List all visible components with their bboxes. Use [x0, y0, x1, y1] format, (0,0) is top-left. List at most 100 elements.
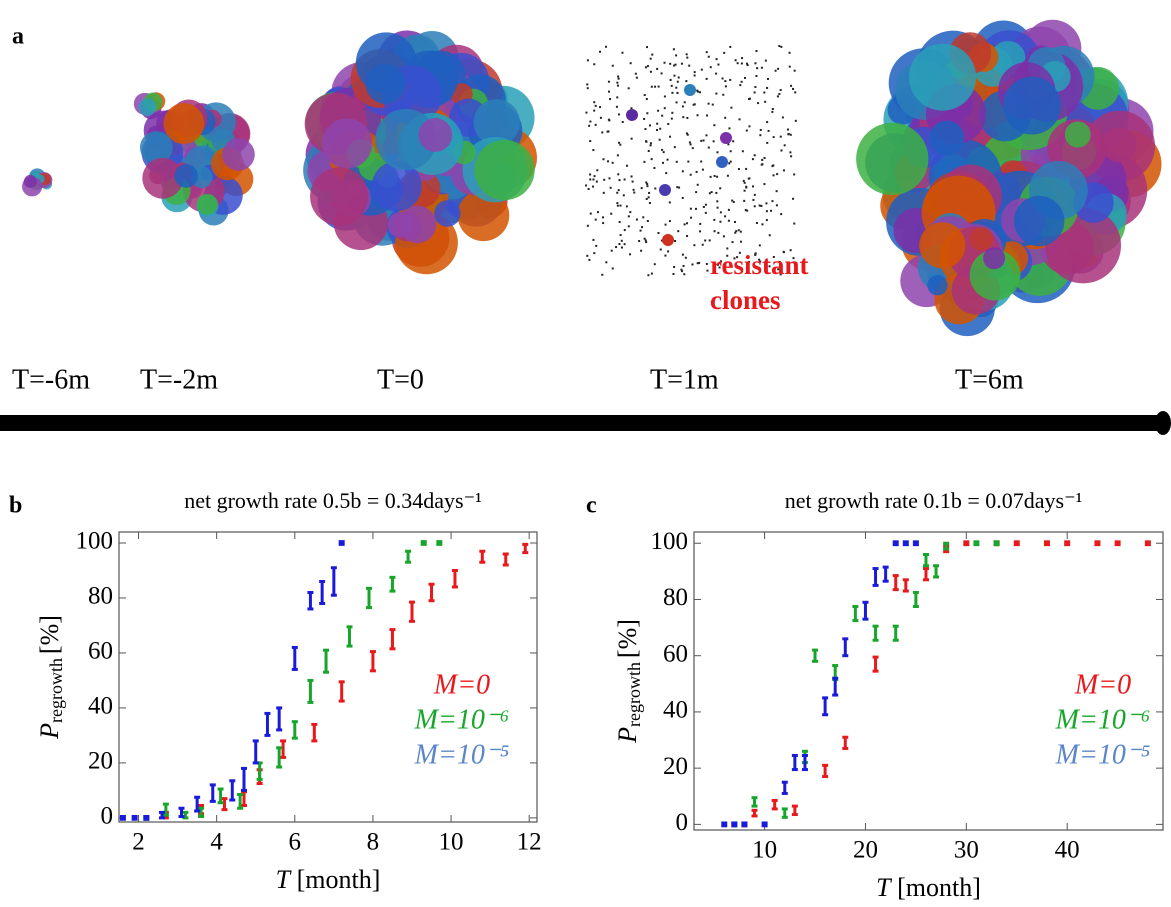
cell-dot — [790, 84, 793, 87]
cell-dot — [649, 70, 652, 73]
cell-dot — [676, 186, 679, 189]
cell-dot — [734, 59, 737, 62]
cell-dot — [702, 206, 705, 209]
cell-dot — [649, 144, 652, 147]
cell-dot — [721, 77, 724, 80]
cell-dot — [683, 223, 686, 226]
cell-dot — [698, 91, 701, 94]
cell-dot — [772, 136, 775, 139]
cell-dot — [630, 107, 633, 110]
tumor-cluster — [1064, 121, 1091, 148]
cell-dot — [713, 124, 716, 127]
cell-dot — [700, 68, 703, 71]
error-bar — [741, 821, 748, 828]
cell-dot — [759, 260, 762, 263]
y-tick-label: 0 — [101, 803, 114, 830]
cell-dot — [710, 191, 713, 194]
error-bar — [346, 625, 353, 648]
cell-dot — [763, 156, 766, 159]
cell-dot — [717, 231, 720, 234]
cell-dot — [617, 77, 620, 80]
cell-dot — [645, 197, 648, 200]
cell-dot — [627, 215, 630, 218]
error-bar — [751, 796, 758, 808]
cell-dot — [650, 158, 653, 161]
cell-dot — [729, 45, 732, 48]
cell-dot — [650, 85, 653, 88]
y-label-symbol: P — [35, 723, 64, 740]
cell-dot — [716, 175, 719, 178]
cell-dot — [644, 128, 647, 131]
cell-dot — [681, 170, 684, 173]
x-tick-label: 8 — [367, 829, 380, 856]
cell-dot — [685, 132, 688, 135]
cell-dot — [707, 146, 710, 149]
cell-dot — [618, 179, 621, 182]
cell-dot — [766, 121, 769, 124]
cell-dot — [603, 178, 606, 181]
cell-dot — [607, 80, 610, 83]
tumor-cluster — [174, 164, 198, 188]
cell-dot — [586, 254, 589, 257]
cell-dot — [634, 72, 637, 75]
cell-dot — [755, 74, 758, 77]
cell-dot — [653, 166, 656, 169]
cell-dot — [663, 61, 666, 64]
cell-dot — [693, 244, 696, 247]
error-bar — [751, 808, 758, 818]
error-bar — [862, 600, 869, 621]
cell-dot — [686, 234, 689, 237]
cell-dot — [737, 168, 740, 171]
cell-dot — [719, 220, 722, 223]
x-tick-label: 10 — [752, 837, 777, 864]
tumor-cluster — [322, 118, 373, 169]
cell-dot — [700, 160, 703, 163]
cell-dot — [649, 142, 652, 145]
tumor-cluster — [222, 138, 255, 171]
error-bar — [307, 678, 314, 704]
cell-dot — [693, 103, 696, 106]
cell-dot — [610, 249, 613, 252]
cell-dot — [736, 256, 739, 259]
cell-dot — [586, 83, 589, 86]
cell-dot — [616, 191, 619, 194]
cell-dot — [730, 106, 733, 109]
cell-dot — [716, 206, 719, 209]
cell-dot — [729, 160, 732, 163]
resistant-clone — [662, 234, 674, 246]
error-bar — [922, 552, 929, 568]
panel-label: b — [9, 493, 22, 519]
cell-dot — [648, 191, 651, 194]
cell-dot — [669, 62, 672, 65]
cell-dot — [661, 239, 664, 242]
cell-dot — [724, 85, 727, 88]
cell-dot — [623, 243, 626, 246]
cell-dot — [586, 224, 589, 227]
error-bar — [892, 540, 899, 547]
cell-dot — [705, 51, 708, 54]
cell-dot — [745, 62, 748, 65]
cell-dot — [664, 223, 667, 226]
cell-dot — [670, 117, 673, 120]
cell-dot — [699, 222, 702, 225]
cell-dot — [617, 75, 620, 78]
error-bar — [822, 763, 829, 779]
cell-dot — [625, 205, 628, 208]
cell-dot — [617, 189, 620, 192]
y-tick-label: 100 — [651, 528, 689, 555]
cell-dot — [778, 93, 781, 96]
cell-dot — [680, 62, 683, 65]
error-bar — [276, 746, 283, 769]
cell-dot — [672, 48, 675, 51]
y-label-symbol: P — [613, 727, 642, 744]
error-bar — [252, 739, 259, 765]
cell-dot — [640, 249, 643, 252]
cell-dot — [667, 123, 670, 126]
error-bar — [922, 567, 929, 582]
cell-dot — [671, 111, 674, 114]
cell-dot — [681, 253, 684, 256]
cell-dot — [657, 85, 660, 88]
cell-dot — [707, 55, 710, 58]
error-bar — [229, 779, 236, 802]
cell-dot — [726, 247, 729, 250]
